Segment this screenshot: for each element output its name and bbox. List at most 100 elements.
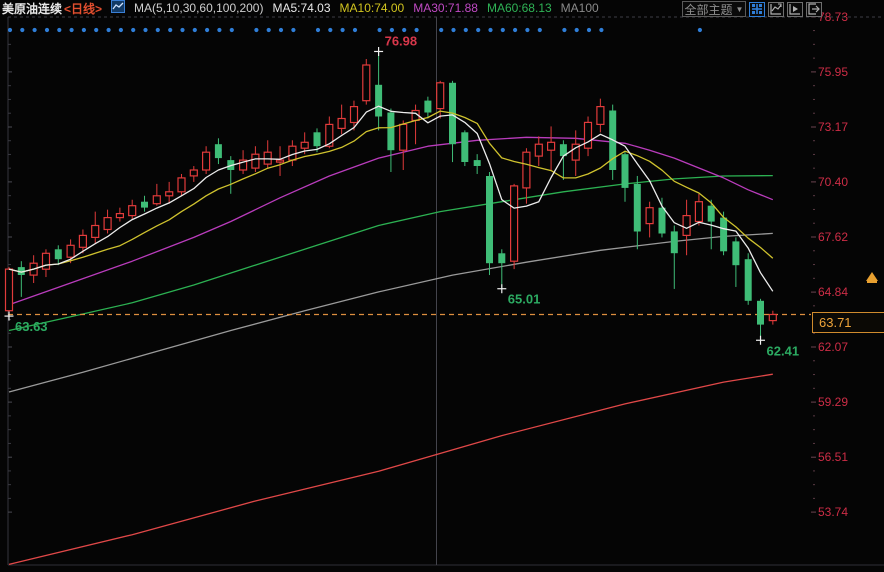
candle	[214, 144, 222, 159]
chart-legend: 美原油连续 <日线> MA(5,10,30,60,100,200) MA5:74…	[2, 0, 599, 16]
candle	[313, 132, 321, 147]
candle	[337, 117, 346, 129]
event-dot	[20, 27, 25, 33]
candle	[424, 100, 432, 113]
event-dot	[254, 27, 259, 33]
toolbar: 全部主题 ▼	[682, 1, 822, 17]
event-dot	[586, 27, 592, 33]
event-dot	[537, 27, 542, 33]
candle	[522, 151, 531, 189]
candle	[498, 253, 506, 264]
candle	[621, 154, 629, 188]
MA5-line	[8, 105, 774, 292]
candle	[375, 84, 383, 117]
event-dot	[57, 27, 62, 33]
event-dot	[463, 27, 468, 33]
price-markers: 76.98 63.63 65.01 62.41	[4, 33, 799, 358]
candle	[325, 123, 334, 147]
candle	[152, 195, 161, 205]
candle	[670, 231, 678, 254]
event-dot	[7, 27, 13, 33]
export-icon[interactable]	[806, 1, 822, 17]
symbol-name: 美原油连续	[2, 1, 63, 16]
event-dot	[106, 27, 111, 33]
axis-label: 75.95	[818, 65, 848, 79]
event-dot	[32, 27, 37, 33]
ma-slow-lines	[8, 136, 774, 566]
MA200-line	[8, 373, 773, 566]
MA60-line	[8, 174, 773, 332]
candle	[189, 169, 198, 177]
event-dot	[155, 27, 160, 33]
candle	[399, 123, 408, 151]
candle	[682, 215, 691, 237]
candle	[202, 151, 211, 171]
marker-cross-icon	[497, 284, 507, 294]
ma100-value: MA100	[560, 1, 599, 15]
candle	[473, 160, 481, 166]
axis-label: 64.84	[818, 285, 848, 299]
candle	[486, 176, 493, 264]
candle	[768, 313, 777, 322]
MA30-line	[8, 136, 774, 306]
event-dot	[69, 27, 74, 33]
candle	[645, 207, 654, 225]
candle	[732, 241, 740, 266]
event-dot	[192, 27, 197, 33]
crosshair-icon[interactable]	[749, 1, 765, 17]
candle	[633, 183, 641, 232]
candle	[177, 177, 186, 193]
candle	[141, 201, 148, 208]
event-dot	[180, 27, 185, 33]
event-dot	[574, 27, 579, 33]
indicator-icon[interactable]	[111, 0, 126, 16]
event-dot	[377, 27, 382, 33]
candle	[461, 132, 469, 162]
candle	[17, 267, 25, 275]
candle	[596, 105, 605, 125]
event-dot	[118, 27, 123, 33]
chart-panel-icon[interactable]	[768, 1, 784, 17]
event-dot	[352, 27, 358, 33]
price-alert-arrow-icon	[866, 272, 878, 283]
period-label: <日线>	[64, 1, 103, 16]
candle	[165, 191, 174, 197]
candle	[534, 143, 543, 157]
candle	[387, 112, 395, 151]
event-dot	[131, 27, 136, 33]
event-dot	[439, 27, 444, 33]
axis-label: 70.40	[818, 175, 848, 189]
event-dot	[315, 27, 321, 33]
candle	[546, 141, 556, 151]
marker-label: 65.01	[508, 292, 541, 307]
candle	[239, 159, 248, 171]
candle	[275, 159, 285, 163]
event-dot	[205, 27, 210, 33]
axis-label: 53.74	[818, 505, 848, 519]
candle	[559, 144, 567, 157]
axis-label: 62.07	[818, 340, 848, 354]
event-dot	[328, 27, 333, 33]
play-chart-icon[interactable]	[787, 1, 803, 17]
event-dot	[389, 27, 394, 33]
MA100-line	[8, 232, 773, 393]
candle	[510, 185, 519, 262]
axis-label: 78.73	[818, 10, 848, 24]
event-dot	[94, 27, 99, 33]
candle	[41, 252, 51, 270]
candle	[128, 205, 137, 217]
event-dot	[81, 27, 86, 33]
event-dot	[697, 27, 703, 33]
marker-label: 63.63	[15, 319, 48, 334]
event-dot	[278, 27, 284, 33]
candle	[720, 217, 728, 252]
candle	[694, 201, 704, 223]
last-price-tag: 63.71	[812, 312, 884, 333]
candles	[4, 51, 777, 341]
ma60-value: MA60:68.13	[486, 1, 552, 15]
theme-dropdown[interactable]: 全部主题 ▼	[682, 1, 746, 17]
event-dot	[266, 27, 271, 33]
plot-border	[7, 16, 884, 566]
